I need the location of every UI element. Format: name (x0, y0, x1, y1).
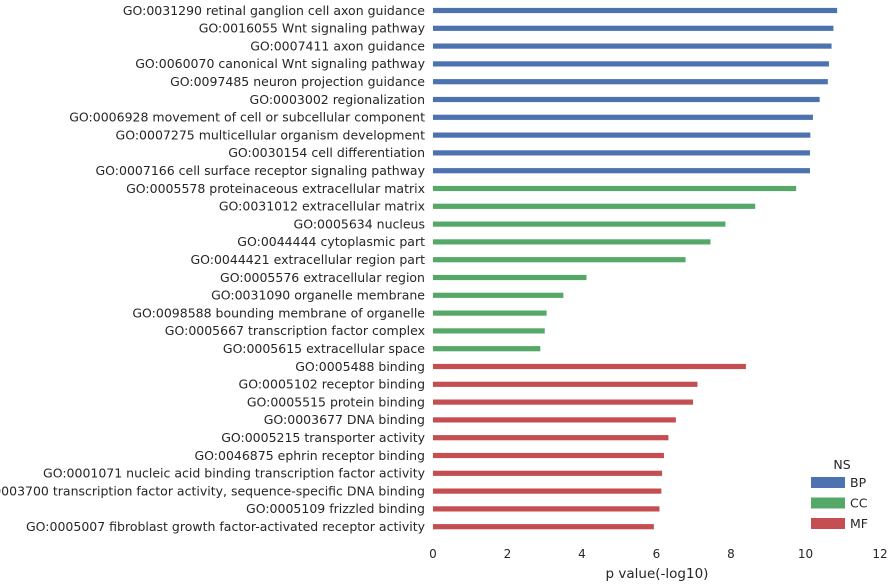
legend: NS BP CC MF (811, 457, 868, 531)
category-label: GO:0097485 neuron projection guidance (170, 74, 425, 89)
category-label: GO:0007411 axon guidance (250, 38, 425, 53)
bar-mf (433, 470, 663, 476)
category-label: GO:0031012 extracellular matrix (219, 199, 425, 214)
category-label: GO:0060070 canonical Wnt signaling pathw… (135, 56, 425, 71)
x-tick-label: 8 (727, 547, 735, 561)
bar-cc (433, 346, 541, 352)
category-label: GO:0003700 transcription factor activity… (0, 483, 425, 498)
bar-bp (433, 96, 820, 103)
legend-swatch-mf (811, 518, 845, 529)
x-tick-labels: 0 2 4 6 8 10 12 (429, 547, 887, 561)
bar-bp (433, 150, 810, 156)
legend-label-bp: BP (850, 475, 867, 490)
bar-mf (433, 399, 694, 405)
legend-swatch-bp (811, 477, 845, 488)
bar-mf (433, 452, 664, 459)
bar-mf (433, 506, 660, 512)
category-label: GO:0005109 frizzled binding (246, 501, 425, 516)
category-label: GO:0007275 multicellular organism develo… (116, 127, 426, 142)
bar-mf (433, 417, 676, 423)
x-tick-label: 0 (429, 547, 437, 561)
bar-cc (433, 185, 797, 192)
bar-mf (433, 435, 669, 441)
bar-mf (433, 488, 662, 494)
bar-cc (433, 328, 545, 334)
category-labels: GO:0031290 retinal ganglion cell axon gu… (0, 3, 426, 534)
bar-cc (433, 203, 756, 209)
category-label: GO:0006928 movement of cell or subcellul… (69, 110, 425, 125)
bar-cc (433, 257, 686, 263)
bar-bp (433, 79, 828, 85)
bar-mf (433, 524, 654, 530)
category-label: GO:0005578 proteinaceous extracellular m… (126, 181, 425, 196)
bar-cc (433, 292, 564, 298)
bar-bp (433, 61, 829, 67)
bar-cc (433, 239, 711, 245)
x-tick-label: 4 (578, 547, 586, 561)
category-label: GO:0003677 DNA binding (264, 412, 425, 427)
x-tick-label: 6 (653, 547, 661, 561)
x-tick-label: 2 (504, 547, 512, 561)
bar-bp (433, 43, 832, 49)
bar-bp (433, 114, 813, 120)
bar-mf (433, 381, 698, 387)
category-label: GO:0003002 regionalization (250, 92, 425, 107)
category-label: GO:0007166 cell surface receptor signali… (95, 163, 425, 178)
bar-bp (433, 7, 838, 14)
category-label: GO:0005515 protein binding (247, 394, 425, 409)
bar-cc (433, 310, 547, 316)
category-label: GO:0016055 Wnt signaling pathway (199, 21, 426, 36)
category-label: GO:0046875 ephrin receptor binding (194, 448, 425, 463)
category-label: GO:0005007 fibroblast growth factor-acti… (26, 519, 426, 534)
bar-bp (433, 168, 810, 174)
category-label: GO:0005615 extracellular space (223, 341, 425, 356)
legend-label-mf: MF (850, 516, 868, 531)
category-label: GO:0030154 cell differentiation (228, 145, 425, 160)
bar-bp (433, 132, 811, 138)
category-label: GO:0044421 extracellular region part (190, 252, 425, 267)
category-label: GO:0044444 cytoplasmic part (237, 234, 425, 249)
category-label: GO:0005215 transporter activity (221, 430, 425, 445)
category-label: GO:0005576 extracellular region (220, 270, 425, 285)
bars-group (433, 7, 838, 530)
x-tick-label: 12 (872, 547, 887, 561)
legend-swatch-cc (811, 497, 845, 509)
legend-title: NS (833, 457, 850, 472)
x-axis-title: p value(-log10) (606, 566, 709, 582)
bar-cc (433, 274, 587, 281)
legend-label-cc: CC (850, 496, 868, 511)
category-label: GO:0005102 receptor binding (239, 377, 425, 392)
category-label: GO:0098588 bounding membrane of organell… (132, 305, 425, 320)
category-label: GO:0005488 binding (295, 359, 425, 374)
bar-bp (433, 25, 834, 31)
legend-entries: BP CC MF (811, 475, 868, 531)
category-label: GO:0005634 nucleus (294, 216, 425, 231)
x-tick-label: 10 (798, 547, 813, 561)
category-label: GO:0031290 retinal ganglion cell axon gu… (123, 3, 425, 18)
category-label: GO:0001071 nucleic acid binding transcri… (43, 466, 426, 481)
bar-cc (433, 221, 726, 227)
bar-mf (433, 363, 746, 370)
category-label: GO:0005667 transcription factor complex (165, 323, 425, 338)
category-label: GO:0031090 organelle membrane (211, 288, 425, 303)
